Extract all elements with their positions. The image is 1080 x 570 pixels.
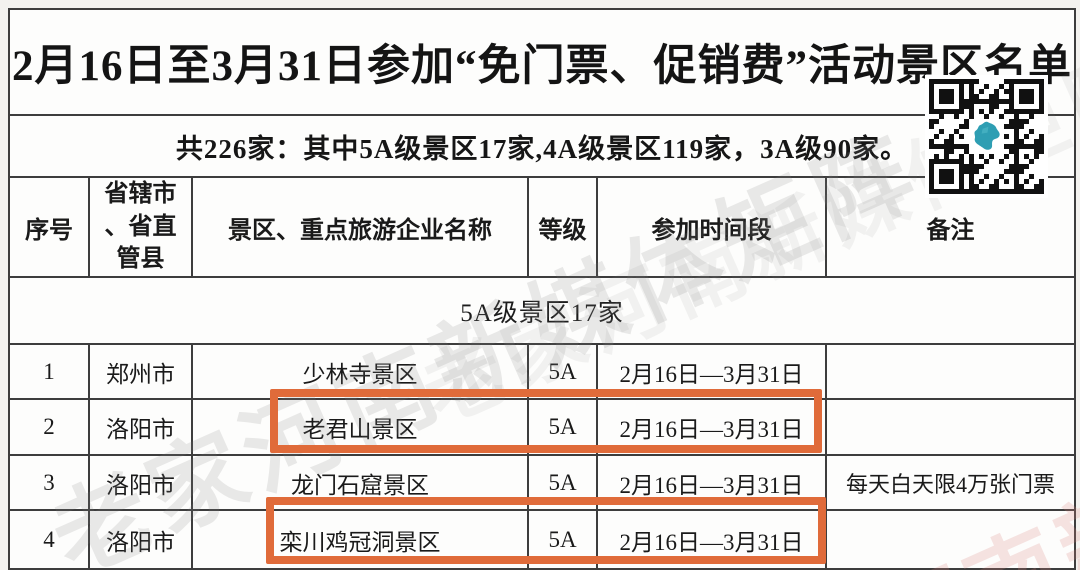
highlight-box-laojunshan xyxy=(270,389,822,453)
row-period: 2月16日—3月31日 xyxy=(598,511,827,568)
row-grade: 5A xyxy=(529,511,598,568)
table-header-row: 序号 省辖市、省直管县 景区、重点旅游企业名称 等级 参加时间段 备注 xyxy=(10,178,1074,278)
row-index: 3 xyxy=(10,456,90,509)
header-grade: 等级 xyxy=(529,178,598,276)
section-header-5a: 5A级景区17家 xyxy=(10,278,1074,345)
row-scenic-name: 少林寺景区 xyxy=(193,345,529,398)
row-period: 2月16日—3月31日 xyxy=(598,345,827,398)
row-note xyxy=(827,511,1074,568)
row-grade: 5A xyxy=(529,456,598,509)
row-note xyxy=(827,400,1074,454)
header-region: 省辖市、省直管县 xyxy=(90,178,193,276)
row-index: 4 xyxy=(10,511,90,568)
row-scenic-name: 老君山景区 xyxy=(193,400,529,454)
qr-code xyxy=(925,75,1048,198)
header-name: 景区、重点旅游企业名称 xyxy=(193,178,529,276)
highlight-box-jiguandong xyxy=(266,497,826,564)
table-row: 3 洛阳市 龙门石窟景区 5A 2月16日—3月31日 每天白天限4万张门票 xyxy=(10,456,1074,511)
row-note: 每天白天限4万张门票 xyxy=(845,471,1055,497)
page-title: 2月16日至3月31日参加“免门票、促销费”活动景区名单 xyxy=(12,43,1072,90)
row-period: 2月16日—3月31日 xyxy=(598,456,827,509)
row-city: 郑州市 xyxy=(90,345,193,398)
row-index: 1 xyxy=(10,345,90,398)
row-period: 2月16日—3月31日 xyxy=(598,400,827,454)
row-grade: 5A xyxy=(529,400,598,454)
henan-map-logo xyxy=(974,121,1000,150)
summary-line: 共226家：其中5A级景区17家,4A级景区119家，3A级90家。 xyxy=(175,133,909,164)
qr-modules xyxy=(929,79,1044,194)
title-row: 2月16日至3月31日参加“免门票、促销费”活动景区名单 xyxy=(10,10,1074,116)
row-city: 洛阳市 xyxy=(90,511,193,568)
header-note: 备注 xyxy=(926,217,975,244)
header-index: 序号 xyxy=(10,178,90,276)
table-row: 1 郑州市 少林寺景区 5A 2月16日—3月31日 xyxy=(10,345,1074,400)
row-scenic-name: 栾川鸡冠洞景区 xyxy=(193,511,529,568)
row-grade: 5A xyxy=(529,345,598,398)
row-city: 洛阳市 xyxy=(90,400,193,454)
section-title: 5A级景区17家 xyxy=(460,299,624,327)
header-period: 参加时间段 xyxy=(598,178,827,276)
scenic-area-table: 2月16日至3月31日参加“免门票、促销费”活动景区名单 共226家：其中5A级… xyxy=(8,8,1076,570)
table-row: 4 洛阳市 栾川鸡冠洞景区 5A 2月16日—3月31日 xyxy=(10,511,1074,570)
row-note xyxy=(827,345,1074,398)
row-scenic-name: 龙门石窟景区 xyxy=(193,456,529,509)
summary-row: 共226家：其中5A级景区17家,4A级景区119家，3A级90家。 xyxy=(10,116,1074,178)
row-index: 2 xyxy=(10,400,90,454)
row-city: 洛阳市 xyxy=(90,456,193,509)
table-row: 2 洛阳市 老君山景区 5A 2月16日—3月31日 xyxy=(10,400,1074,456)
